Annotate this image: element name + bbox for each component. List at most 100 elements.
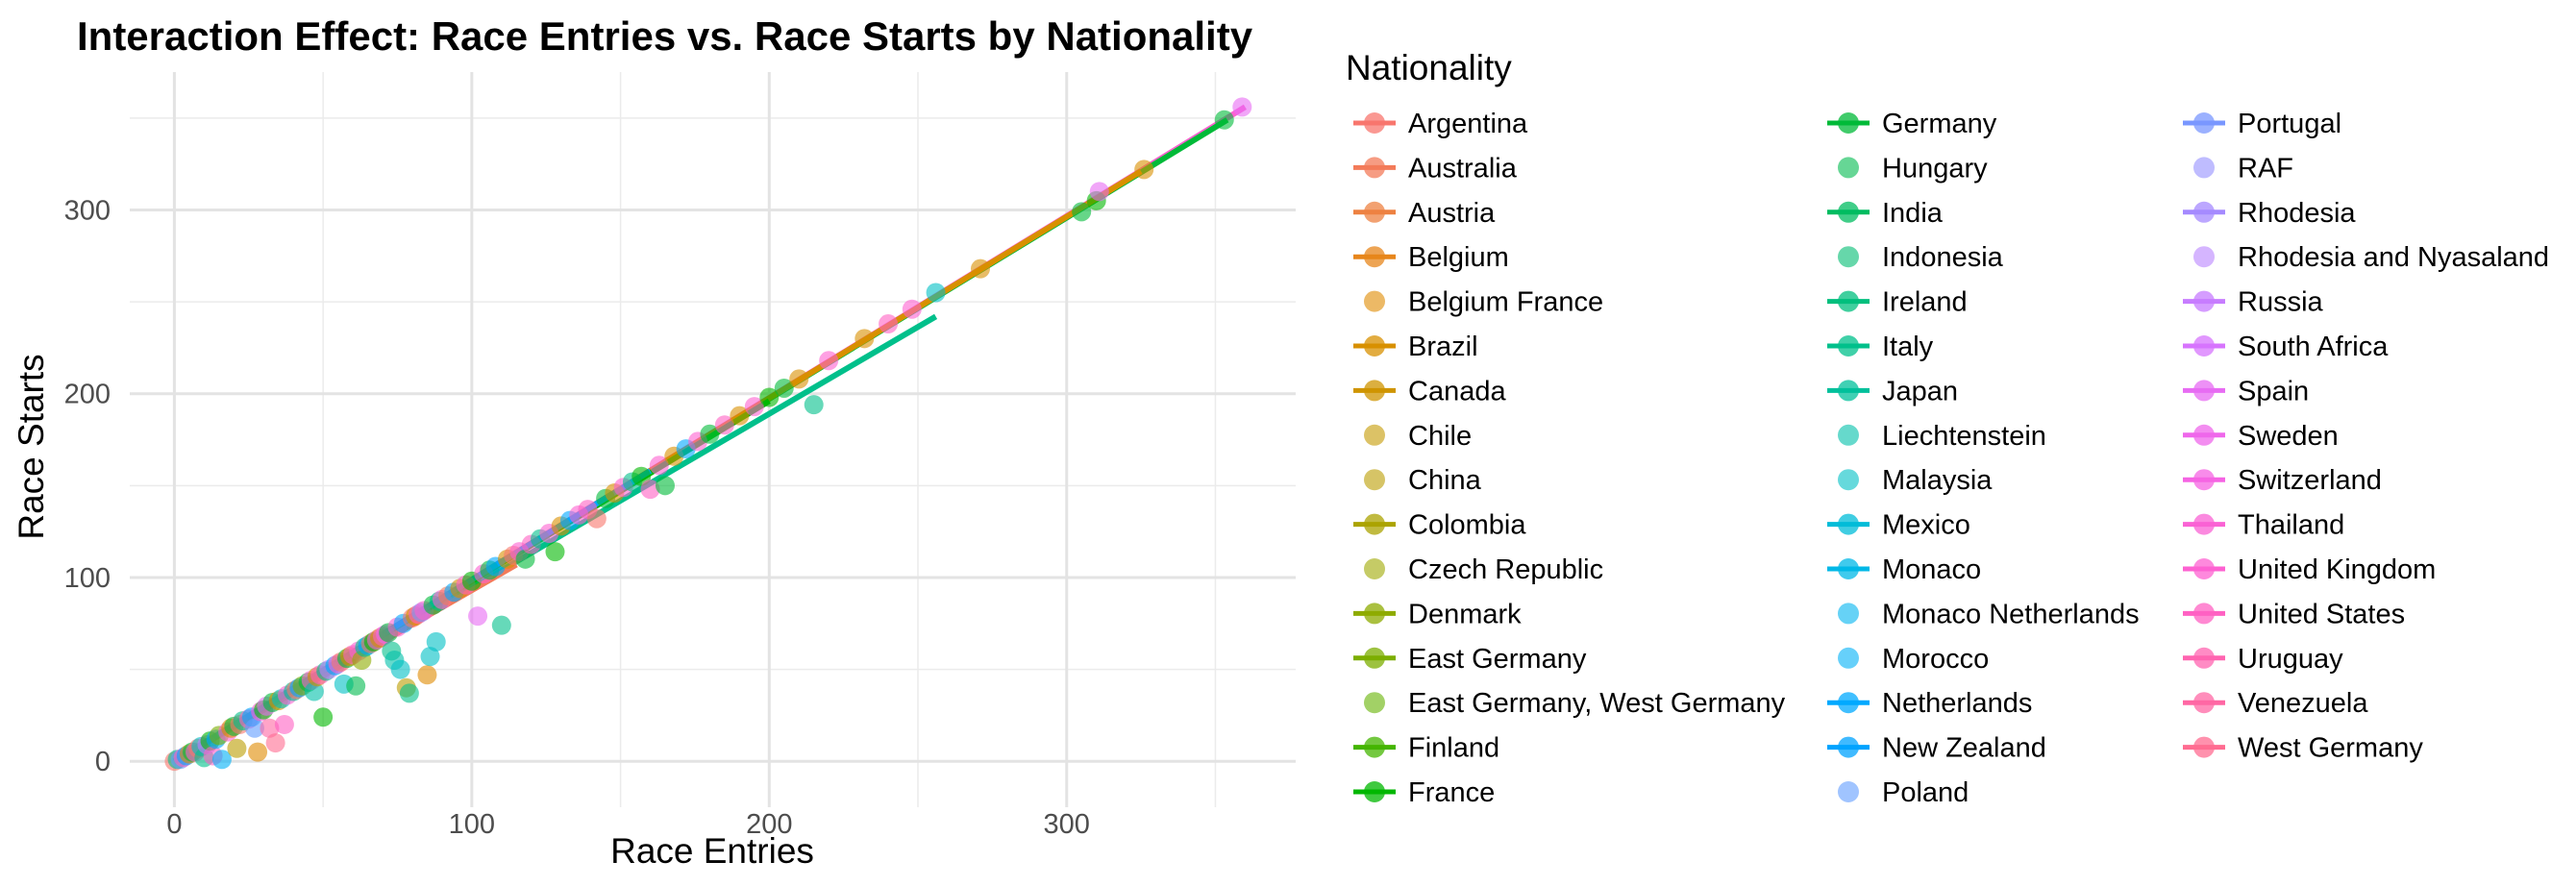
data-point <box>468 606 488 627</box>
data-point <box>1072 202 1092 222</box>
legend-label: Morocco <box>1882 644 1989 675</box>
data-point <box>1089 182 1109 202</box>
legend-label: Poland <box>1882 777 1969 808</box>
data-point <box>265 733 285 753</box>
legend-label: Monaco Netherlands <box>1882 599 2140 629</box>
legend-key-point <box>1364 558 1385 579</box>
legend-key-point <box>1838 558 1859 579</box>
legend-key-point <box>1364 424 1385 446</box>
x-axis-title: Race Entries <box>610 831 814 871</box>
legend-item: West Germany <box>2183 733 2423 764</box>
legend-key-point <box>2193 290 2215 312</box>
y-tick-label: 200 <box>64 380 111 410</box>
legend-label: East Germany, West Germany <box>1408 688 1786 719</box>
legend-item: Denmark <box>1353 599 1522 629</box>
x-tick-label: 100 <box>449 809 495 840</box>
legend-title: Nationality <box>1346 48 1512 87</box>
legend-label: East Germany <box>1408 644 1587 675</box>
legend-key-point <box>2193 692 2215 714</box>
legend-item: East Germany <box>1353 644 1587 675</box>
legend-key-point <box>1364 201 1385 223</box>
legend-key-point <box>2193 201 2215 223</box>
legend-item: Australia <box>1353 153 1518 184</box>
legend-label: West Germany <box>2238 733 2423 764</box>
legend-label: Spain <box>2238 376 2309 406</box>
x-tick-label: 300 <box>1044 809 1090 840</box>
legend-item: Colombia <box>1353 510 1526 541</box>
legend-label: Portugal <box>2238 109 2341 139</box>
legend-item: Mexico <box>1827 510 1970 541</box>
legend-label: Brazil <box>1408 332 1478 362</box>
legend-label: Colombia <box>1408 510 1526 541</box>
data-point <box>879 314 899 334</box>
legend-item: Russia <box>2183 287 2324 318</box>
data-point <box>1232 97 1252 117</box>
legend-item: Thailand <box>2183 510 2344 541</box>
data-point <box>426 631 446 652</box>
legend-label: Chile <box>1408 421 1472 452</box>
legend-key-point <box>2193 112 2215 134</box>
legend-key-point <box>2193 736 2215 758</box>
legend-item: Rhodesia <box>2183 198 2356 229</box>
legend-key-point <box>1364 513 1385 535</box>
legend-item: RAF <box>2193 153 2293 184</box>
legend-key-point <box>1838 380 1859 402</box>
legend-key-point <box>2193 469 2215 491</box>
data-point <box>804 395 824 415</box>
legend-key-point <box>2193 424 2215 446</box>
data-point <box>274 714 294 734</box>
legend-label: South Africa <box>2238 332 2389 362</box>
data-point <box>313 707 334 727</box>
legend-label: India <box>1882 198 1944 229</box>
legend-label: Netherlands <box>1882 688 2032 719</box>
legend-label: Russia <box>2238 287 2324 318</box>
legend-key-point <box>1364 246 1385 268</box>
data-point <box>248 742 268 762</box>
data-point <box>491 615 511 635</box>
legend-key-point <box>1364 380 1385 402</box>
legend-item: Spain <box>2183 376 2309 406</box>
legend-label: Austria <box>1408 198 1496 229</box>
data-point <box>759 387 780 407</box>
legend-item: Belgium <box>1353 242 1509 273</box>
legend-item: Hungary <box>1838 153 1988 184</box>
data-point <box>390 659 410 679</box>
data-point <box>515 549 535 569</box>
legend-item: Belgium France <box>1364 287 1603 318</box>
legend-item: Uruguay <box>2183 644 2343 675</box>
legend-key-point <box>2193 603 2215 625</box>
legend-key-point <box>2193 647 2215 669</box>
legend-key-point <box>1838 335 1859 357</box>
data-point <box>789 369 809 389</box>
legend-label: Monaco <box>1882 554 1981 585</box>
legend-item: Liechtenstein <box>1838 421 2046 452</box>
legend-label: Liechtenstein <box>1882 421 2046 452</box>
legend-key-point <box>1838 112 1859 134</box>
data-point <box>640 480 660 500</box>
legend-key-point <box>1838 603 1859 625</box>
legend-item: Poland <box>1838 777 1969 808</box>
legend-key-point <box>1364 736 1385 758</box>
legend-label: United Kingdom <box>2238 554 2436 585</box>
legend-item: Sweden <box>2183 421 2339 452</box>
legend-key-point <box>1364 290 1385 312</box>
data-point <box>700 424 720 444</box>
data-point <box>346 676 366 696</box>
legend-item: New Zealand <box>1827 733 2046 764</box>
legend-item: United States <box>2183 599 2405 629</box>
legend-key-point <box>1364 781 1385 802</box>
legend-item: Chile <box>1364 421 1472 452</box>
data-point <box>260 718 280 738</box>
legend-item: East Germany, West Germany <box>1364 688 1786 719</box>
data-point <box>855 329 875 349</box>
chart-title: Interaction Effect: Race Entries vs. Rac… <box>77 13 1253 59</box>
legend-label: Belgium France <box>1408 287 1603 318</box>
legend-label: Sweden <box>2238 421 2339 452</box>
data-point <box>586 508 607 529</box>
data-point <box>819 351 839 371</box>
legend-key-point <box>1364 692 1385 714</box>
data-point <box>926 283 946 303</box>
legend-item: Malaysia <box>1838 465 1993 496</box>
legend-label: Mexico <box>1882 510 1970 541</box>
legend-item: Rhodesia and Nyasaland <box>2193 242 2549 273</box>
